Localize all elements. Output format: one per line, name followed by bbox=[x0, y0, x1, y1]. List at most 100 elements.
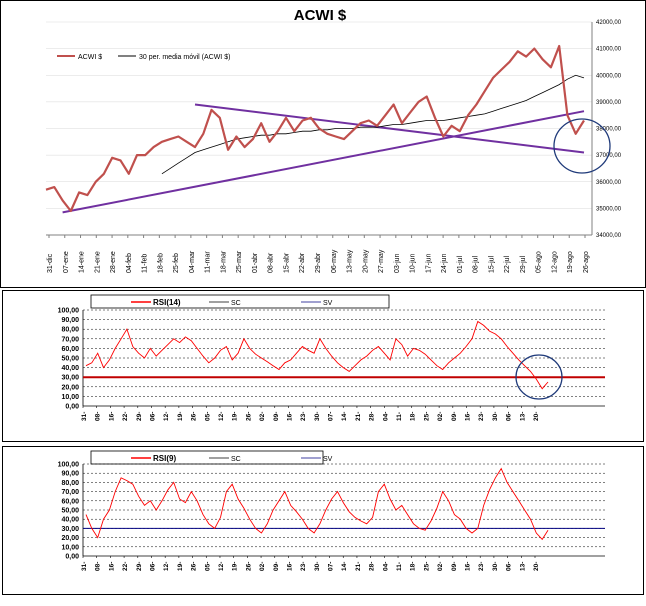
legend-box bbox=[90, 450, 324, 465]
x-tick-label: 08-jul bbox=[473, 255, 480, 273]
legend-box bbox=[90, 294, 390, 309]
x-tick-label: 20- bbox=[533, 412, 540, 421]
highlight-circle bbox=[515, 354, 563, 400]
x-tick-label: 13- bbox=[519, 562, 526, 571]
x-tick-label: 23- bbox=[478, 412, 485, 421]
y-tick-label: 10,00 bbox=[61, 544, 79, 551]
x-tick-label: 25- bbox=[423, 412, 430, 421]
y-tick-label: 70,00 bbox=[61, 489, 79, 496]
y-tick-label: 30,00 bbox=[61, 526, 79, 533]
x-tick-label: 08- bbox=[95, 412, 102, 421]
chart-title: ACWI $ bbox=[294, 7, 347, 24]
y-tick-label: 90,00 bbox=[61, 317, 79, 324]
x-tick-label: 06- bbox=[149, 412, 156, 421]
y-tick-label: 0,00 bbox=[65, 404, 79, 411]
x-tick-label: 23- bbox=[300, 412, 307, 421]
x-tick-label: 30- bbox=[492, 562, 499, 571]
x-tick-label: 28- bbox=[369, 412, 376, 421]
x-tick-label: 26- bbox=[191, 412, 198, 421]
rsi9-chart: RSI(9) SC SV 100,00 90,00 80,00 70,00 60,00 50,0… bbox=[0, 444, 646, 601]
y-tick-label: 50,00 bbox=[61, 508, 79, 515]
x-tick-label: 05-ago bbox=[536, 251, 543, 273]
x-tick-label: 12- bbox=[163, 412, 170, 421]
x-tick-label: 22- bbox=[122, 562, 129, 571]
x-tick-label: 05- bbox=[204, 412, 211, 421]
x-tick-label: 12- bbox=[218, 412, 225, 421]
x-tick-label: 15-abr bbox=[283, 252, 290, 273]
x-tick-label: 21-ene bbox=[94, 251, 101, 273]
y-tick-label: 0,00 bbox=[65, 554, 79, 561]
x-tick-label: 19- bbox=[177, 562, 184, 571]
x-tick-label: 12-ago bbox=[551, 251, 558, 273]
x-tick-label: 16- bbox=[465, 562, 472, 571]
x-tick-label: 07-ene bbox=[63, 251, 70, 273]
y-tick-label: 80,00 bbox=[61, 480, 79, 487]
x-tick-label: 11-feb bbox=[142, 254, 149, 273]
x-tick-label: 22- bbox=[122, 412, 129, 421]
y-tick-label: 80,00 bbox=[61, 327, 79, 334]
y-tick-label: 70,00 bbox=[61, 336, 79, 343]
legend-label-acwi: ACWI $ bbox=[78, 54, 102, 61]
x-tick-label: 25- bbox=[423, 562, 430, 571]
x-tick-label: 20- bbox=[533, 562, 540, 571]
x-tick-label: 07- bbox=[328, 412, 335, 421]
x-tick-label: 02- bbox=[437, 412, 444, 421]
x-tick-label: 06- bbox=[149, 562, 156, 571]
trend-line bbox=[194, 103, 585, 154]
rsi14-svg: RSI(14) SC SV 100,00 90,00 80,00 70,00 60,00 50,… bbox=[2, 290, 644, 442]
highlight-circle bbox=[553, 118, 611, 174]
panel-frame bbox=[2, 446, 644, 595]
x-tick-label: 21- bbox=[355, 412, 362, 421]
y-tick-label: 20,00 bbox=[61, 535, 79, 542]
y-tick-label: 34000,00 bbox=[596, 233, 622, 239]
x-tick-label: 06- bbox=[506, 412, 513, 421]
x-tick-label: 18-mar bbox=[220, 250, 227, 273]
x-tick-label: 26- bbox=[245, 412, 252, 421]
legend-label-rsi: RSI(9) bbox=[153, 454, 176, 463]
x-tick-label: 16- bbox=[286, 412, 293, 421]
x-tick-label: 23- bbox=[478, 562, 485, 571]
x-tick-label: 21- bbox=[355, 562, 362, 571]
x-tick-label: 31-dic bbox=[47, 253, 54, 273]
legend-label-sv: SV bbox=[323, 300, 333, 307]
y-tick-label: 30,00 bbox=[61, 375, 79, 382]
legend-label-ma: 30 per. media móvil (ACWI $) bbox=[139, 54, 230, 61]
y-tick-label: 60,00 bbox=[61, 346, 79, 353]
series-line-rsi bbox=[85, 467, 549, 541]
y-tick-label: 10,00 bbox=[61, 394, 79, 401]
panel-frame bbox=[2, 290, 644, 442]
x-tick-label: 25-mar bbox=[236, 250, 243, 273]
y-tick-label: 100,00 bbox=[58, 308, 80, 315]
x-tick-label: 11- bbox=[396, 412, 403, 421]
y-tick-label: 90,00 bbox=[61, 471, 79, 478]
x-tick-label: 23- bbox=[300, 562, 307, 571]
x-tick-label: 25-feb bbox=[173, 253, 180, 273]
y-tick-label: 60,00 bbox=[61, 498, 79, 505]
x-tick-label: 09- bbox=[451, 562, 458, 571]
x-tick-label: 12- bbox=[163, 562, 170, 571]
y-tick-label: 38000,00 bbox=[596, 127, 622, 133]
x-tick-label: 08- bbox=[95, 562, 102, 571]
x-tick-label: 30- bbox=[492, 412, 499, 421]
acwi-price-chart: ACWI $ 42000,00 41000,00 40000,00 39000,00 38… bbox=[0, 0, 646, 288]
x-tick-label: 18- bbox=[410, 562, 417, 571]
x-tick-label: 19- bbox=[232, 562, 239, 571]
y-tick-label: 39000,00 bbox=[596, 100, 622, 106]
x-tick-label: 19- bbox=[232, 412, 239, 421]
x-tick-label: 14- bbox=[341, 562, 348, 571]
x-tick-label: 29- bbox=[136, 562, 143, 571]
y-tick-label: 35000,00 bbox=[596, 206, 622, 212]
trend-line bbox=[62, 110, 585, 214]
legend-label-sv: SV bbox=[323, 456, 333, 463]
x-tick-label: 07- bbox=[328, 562, 335, 571]
x-tick-label: 16- bbox=[108, 412, 115, 421]
x-tick-label: 01-jul bbox=[457, 255, 464, 273]
x-tick-label: 03-jun bbox=[394, 253, 401, 273]
x-tick-label: 24-jun bbox=[441, 253, 448, 273]
rsi9-svg: RSI(9) SC SV 100,00 90,00 80,00 70,00 60,00 50,0… bbox=[2, 446, 644, 595]
x-tick-label: 02- bbox=[437, 562, 444, 571]
x-tick-label: 29- bbox=[136, 412, 143, 421]
y-tick-label: 20,00 bbox=[61, 384, 79, 391]
x-tick-label: 05- bbox=[204, 562, 211, 571]
x-tick-label: 18-feb bbox=[157, 253, 164, 273]
